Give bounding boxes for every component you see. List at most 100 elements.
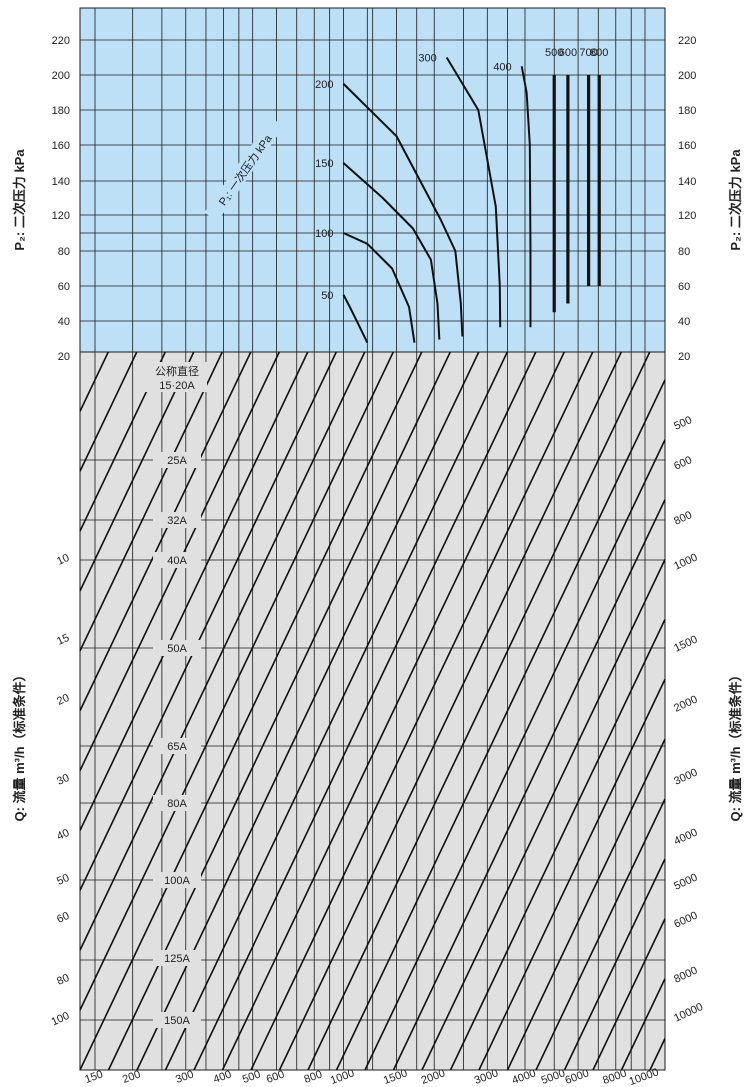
flow-tick-right: 5000	[672, 871, 699, 892]
p2-tick-label: 180	[52, 105, 70, 117]
nominal-diameter-header: 公称直径	[155, 364, 199, 378]
pressure-curve-label: 200	[315, 79, 333, 91]
flow-tick-left: 40	[55, 827, 71, 843]
diameter-line	[307, 351, 651, 1071]
nominal-diameter-label: 150A	[164, 1015, 190, 1027]
flow-tick-bottom: 200	[121, 1068, 142, 1086]
flow-tick-right: 600	[672, 454, 694, 473]
diameter-line	[620, 978, 666, 1071]
diameter-line	[649, 1038, 666, 1071]
diameter-diagonal-lines	[79, 351, 666, 1071]
chart-frame	[79, 7, 666, 1071]
diameter-line	[478, 678, 666, 1071]
p2-tick-label: 120	[52, 210, 70, 222]
p2-tick-label: 220	[52, 35, 70, 47]
p2-tick-label: 140	[52, 176, 70, 188]
p2-ticks-right: 220 200 180 160 140 120 80 60 40 20	[678, 35, 696, 363]
flow-tick-bottom: 400	[212, 1068, 233, 1086]
p2-tick-label: 80	[58, 246, 70, 258]
flow-tick-right: 1500	[672, 633, 699, 654]
nominal-diameter-label: 80A	[167, 798, 187, 810]
pressure-curve-label: 50	[321, 290, 333, 302]
p2-tick-label: 60	[678, 281, 690, 293]
diameter-line	[392, 499, 666, 1071]
diameter-line	[563, 858, 666, 1071]
nominal-diameter-label-bg	[153, 640, 201, 656]
nominal-diameter-label: 25A	[167, 455, 187, 467]
p2-tick-label: 160	[52, 140, 70, 152]
p2-tick-label: 20	[678, 351, 690, 363]
diameter-line	[79, 351, 394, 1011]
p2-tick-label: 140	[678, 176, 696, 188]
flow-tick-right: 500	[672, 414, 694, 433]
flow-tick-left: 60	[55, 910, 71, 926]
nominal-diameter-label: 40A	[167, 555, 187, 567]
nominal-diameter-label: 15·20A	[159, 380, 195, 392]
nominal-diameter-label-bg	[153, 452, 201, 468]
nominal-diameter-label: 100A	[164, 875, 190, 887]
p2-tick-label: 40	[678, 316, 690, 328]
vertical-grid	[94, 8, 646, 1070]
diameter-line	[79, 351, 109, 412]
p2-tick-label: 60	[58, 281, 70, 293]
flow-tick-bottom: 800	[303, 1068, 324, 1086]
diameter-line	[79, 351, 138, 472]
diameter-line	[278, 351, 622, 1071]
y-axis-label-lower-left: Q: 流量 m³/h（标准条件）	[12, 668, 27, 821]
diameter-line	[535, 798, 666, 1071]
nominal-diameter-label-bg	[153, 512, 201, 528]
pressure-curve-50	[342, 294, 369, 344]
diameter-line	[449, 619, 666, 1071]
flow-tick-bottom: 600	[265, 1068, 286, 1086]
pressure-curve-150	[342, 162, 441, 340]
nominal-diameter-label-bg	[153, 795, 201, 811]
p2-tick-label: 120	[678, 210, 696, 222]
nominal-diameter-label: 50A	[167, 643, 187, 655]
diameter-line	[250, 351, 594, 1071]
diameter-line	[506, 738, 666, 1071]
flow-tick-left: 100	[50, 1010, 72, 1029]
diameter-line	[335, 379, 666, 1071]
diameter-line	[193, 351, 537, 1071]
pressure-curve-label: 100	[315, 228, 333, 240]
diameter-line	[79, 351, 252, 712]
flow-tick-right: 4000	[672, 826, 699, 847]
flow-ticks-left: 10 15 20 30 40 50 60 80 100	[50, 552, 72, 1029]
nominal-diameter-label: 125A	[164, 953, 190, 965]
pressure-curve-label: 600	[559, 47, 577, 59]
diameter-line	[364, 439, 666, 1071]
p2-tick-label: 220	[678, 35, 696, 47]
nominal-diameter-label-bg	[153, 1012, 201, 1028]
y-axis-label-lower-right: Q: 流量 m³/h（标准条件）	[728, 668, 743, 821]
p2-tick-label: 180	[678, 105, 696, 117]
y-axis-label-upper-right: P₂: 二次压力 kPa	[728, 149, 743, 251]
pressure-curve-label: 300	[418, 53, 436, 65]
flow-ticks-right: 500 600 800 1000 1500 2000 3000 4000 5000 6000 800…	[672, 414, 705, 1025]
pressure-curve-label: 400	[493, 61, 511, 73]
flow-tick-right: 8000	[672, 964, 699, 985]
flow-tick-right: 800	[672, 509, 694, 528]
flow-tick-bottom: 150	[83, 1068, 104, 1086]
flow-tick-left: 10	[55, 552, 71, 568]
nominal-diameter-label-bg	[153, 738, 201, 754]
p2-tick-label: 80	[678, 246, 690, 258]
nominal-diameter-label: 32A	[167, 515, 187, 527]
pressure-curve-200	[342, 83, 464, 337]
pressure-curve-label: 700	[579, 47, 597, 59]
p2-tick-label: 40	[58, 316, 70, 328]
flow-tick-left: 15	[55, 632, 71, 648]
pressure-curve-label: 500	[545, 47, 563, 59]
y-axis-label-upper-left: P₂: 二次压力 kPa	[12, 149, 27, 251]
p2-tick-label: 200	[52, 70, 70, 82]
pressure-curve-100	[343, 232, 416, 343]
nominal-diameter-label-bg	[153, 872, 201, 888]
nominal-diameter-label: 65A	[167, 741, 187, 753]
pressure-curve-400	[520, 66, 532, 328]
nominal-diameter-header-bg	[143, 362, 207, 392]
diameter-line	[79, 351, 423, 1071]
diameter-line	[221, 351, 565, 1071]
nominal-diameter-label-bg	[153, 552, 201, 568]
flow-tick-right: 3000	[672, 766, 699, 787]
